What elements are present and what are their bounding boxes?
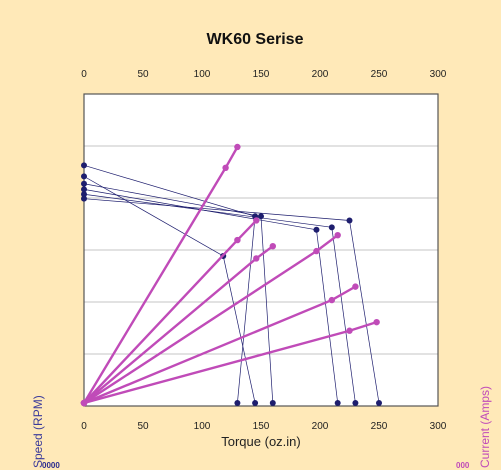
x-axis-title: Torque (oz.in) (221, 434, 300, 449)
x-tick-label-bottom: 300 (430, 421, 447, 432)
x-tick-label-bottom: 50 (137, 421, 149, 432)
speed-point (352, 400, 359, 406)
speed-point (376, 400, 382, 406)
current-point (269, 243, 276, 250)
speed-point (252, 400, 259, 406)
current-point (80, 399, 88, 407)
speed-series-group (81, 162, 382, 406)
bottom-x-tick-labels: 0 50 100 150 200 250 300 (81, 421, 447, 432)
speed-point (81, 186, 87, 193)
right-axis-title: Current (Amps) (478, 386, 492, 468)
current-point (313, 247, 320, 255)
speed-point (81, 191, 87, 198)
x-tick-label-bottom: 100 (194, 421, 211, 432)
x-tick-label-top: 200 (312, 69, 329, 80)
speed-point (328, 224, 335, 231)
left-axis-title: Speed (RPM) (31, 395, 45, 468)
current-point (222, 164, 229, 171)
plot-frame (83, 93, 439, 407)
x-tick-label-bottom: 200 (312, 421, 329, 432)
speed-point (81, 162, 87, 169)
x-tick-label-top: 100 (194, 69, 211, 80)
x-tick-label-bottom: 0 (81, 421, 87, 432)
speed-point (334, 400, 341, 406)
top-x-tick-labels: 0 50 100 150 200 250 300 (81, 69, 447, 80)
x-tick-label-top: 0 (81, 69, 87, 80)
x-tick-label-top: 250 (371, 69, 388, 80)
x-tick-label-bottom: 150 (253, 421, 270, 432)
speed-point (269, 400, 276, 406)
speed-point (81, 195, 87, 202)
speed-point (81, 180, 87, 187)
x-tick-label-top: 150 (253, 69, 270, 80)
right-corner-label: 000 (456, 461, 470, 470)
speed-point (346, 217, 353, 224)
speed-point (81, 173, 87, 180)
current-series-group (80, 143, 380, 407)
speed-point (313, 226, 320, 233)
x-tick-label-bottom: 250 (371, 421, 388, 432)
current-point (234, 236, 241, 244)
x-tick-label-top: 300 (430, 69, 447, 80)
current-point (328, 296, 335, 304)
current-point (334, 231, 341, 239)
grid (84, 145, 438, 355)
current-point (346, 327, 353, 334)
current-point (373, 318, 380, 326)
chart-title: WK60 Serise (207, 31, 304, 48)
current-point (352, 283, 359, 290)
current-point (253, 255, 260, 262)
speed-point (234, 400, 241, 406)
x-tick-label-top: 50 (137, 69, 149, 80)
current-point (234, 143, 241, 151)
current-point (253, 217, 260, 224)
left-corner-label: 0000 (42, 461, 60, 470)
